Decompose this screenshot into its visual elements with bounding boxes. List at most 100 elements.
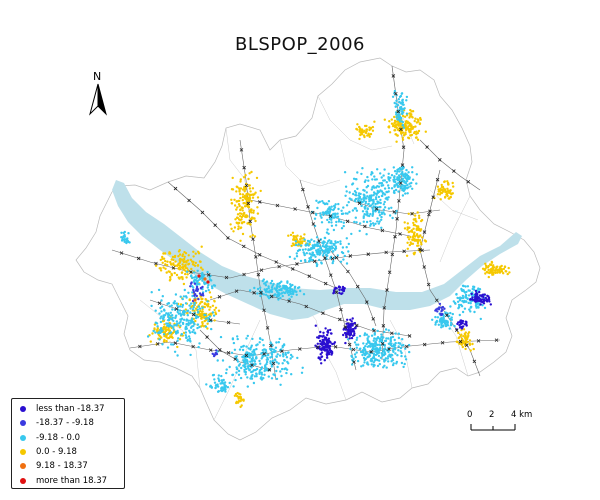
population-point	[352, 192, 355, 196]
station-marker	[401, 145, 406, 149]
population-point	[163, 323, 166, 326]
population-point	[289, 283, 292, 286]
population-point	[191, 276, 194, 280]
population-point	[394, 133, 398, 136]
population-point	[386, 357, 389, 360]
population-point	[326, 354, 329, 357]
population-point	[467, 331, 471, 334]
population-point	[356, 359, 360, 363]
population-point	[295, 293, 298, 296]
population-point	[192, 286, 195, 289]
population-point	[198, 292, 202, 295]
population-point	[173, 324, 176, 327]
station-marker	[250, 363, 254, 367]
population-point	[446, 194, 449, 198]
population-point	[444, 190, 448, 194]
population-point	[349, 347, 352, 350]
station-marker	[427, 212, 431, 217]
population-point	[168, 279, 172, 282]
population-point	[441, 185, 445, 189]
population-point	[230, 198, 233, 201]
population-point	[413, 214, 417, 217]
population-point	[324, 327, 327, 330]
population-point	[188, 331, 192, 334]
population-point	[409, 185, 412, 188]
population-point	[155, 322, 159, 325]
population-point	[319, 330, 322, 334]
population-point	[348, 210, 351, 214]
station-marker	[226, 236, 230, 240]
population-point	[456, 322, 459, 326]
population-point	[365, 233, 368, 236]
population-point	[347, 250, 350, 253]
population-point	[241, 221, 244, 224]
population-point	[483, 293, 486, 296]
station-marker	[374, 207, 379, 211]
station-marker	[323, 256, 327, 260]
population-point	[231, 373, 234, 377]
population-point	[178, 264, 182, 268]
population-point	[184, 308, 187, 311]
population-point	[244, 187, 247, 190]
station-marker	[438, 158, 442, 162]
population-point	[182, 309, 186, 312]
station-marker	[393, 234, 397, 239]
population-point	[374, 222, 377, 225]
population-point	[239, 196, 242, 200]
population-point	[358, 125, 361, 129]
population-point	[195, 315, 198, 318]
population-point	[443, 180, 446, 183]
population-point	[198, 260, 202, 263]
population-point	[249, 235, 252, 238]
population-point	[404, 355, 407, 358]
station-marker	[208, 348, 213, 352]
population-point	[321, 211, 324, 214]
population-point	[414, 117, 417, 120]
population-point	[221, 359, 225, 362]
station-marker	[269, 343, 273, 348]
population-point	[275, 361, 278, 364]
population-point	[285, 290, 288, 293]
population-point	[487, 271, 490, 274]
population-point	[247, 205, 251, 209]
population-point	[488, 263, 492, 266]
population-point	[164, 259, 167, 263]
population-point	[295, 255, 299, 258]
legend-swatch	[20, 434, 26, 441]
station-marker	[369, 350, 373, 354]
population-point	[185, 336, 188, 340]
population-point	[364, 131, 368, 135]
population-point	[434, 321, 437, 324]
population-point	[382, 211, 385, 214]
population-point	[234, 378, 237, 382]
population-point	[208, 315, 212, 318]
population-point	[342, 224, 345, 228]
population-point	[244, 373, 247, 376]
population-point	[307, 260, 311, 263]
population-point	[237, 225, 240, 228]
population-point	[385, 366, 388, 369]
population-point	[288, 255, 292, 259]
population-point	[442, 190, 445, 193]
population-point	[273, 374, 277, 377]
population-point	[379, 172, 382, 175]
population-point	[362, 134, 366, 137]
population-point	[267, 297, 271, 300]
population-point	[286, 351, 290, 354]
population-point	[213, 381, 217, 384]
population-point	[468, 343, 472, 346]
population-point	[299, 289, 302, 293]
legend-item: less than -18.37	[16, 402, 120, 416]
population-point	[341, 292, 344, 295]
population-point	[343, 254, 346, 258]
station-marker	[173, 186, 178, 191]
population-point	[342, 328, 345, 331]
population-point	[160, 310, 163, 313]
population-point	[182, 313, 186, 316]
population-point	[171, 308, 174, 311]
population-point	[399, 342, 402, 345]
population-point	[498, 270, 501, 273]
station-marker	[382, 306, 387, 310]
population-point	[207, 288, 210, 292]
population-point	[154, 331, 157, 334]
